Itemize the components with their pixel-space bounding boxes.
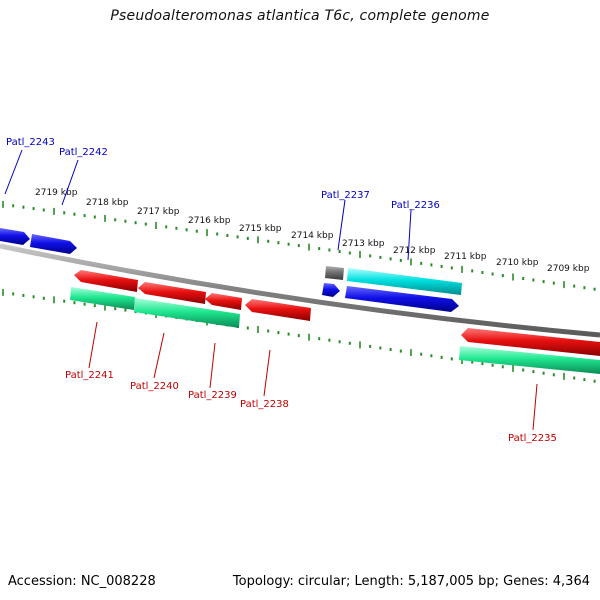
label-leaders <box>4 149 538 431</box>
reverse-strand-features <box>70 270 600 374</box>
leader-patl-2242 <box>61 159 79 206</box>
scale-label-2711: 2711 kbp <box>444 252 487 262</box>
cds-bar-patl-2236[interactable] <box>347 268 462 295</box>
scale-label-2713: 2713 kbp <box>342 239 385 249</box>
leader-patl-2239 <box>209 342 216 389</box>
map-title: Pseudoalteromonas atlantica T6c, complet… <box>110 8 490 24</box>
leader-patl-2236 <box>407 209 412 261</box>
leader-patl-2237 <box>337 199 346 251</box>
leader-patl-2240 <box>153 332 165 379</box>
gene-arrow-patl-2240[interactable] <box>138 282 206 304</box>
gene-arrow-patl-2243[interactable] <box>0 228 30 245</box>
scale-label-2709: 2709 kbp <box>547 264 590 274</box>
topology-text: Topology: circular; Length: 5,187,005 bp… <box>232 574 590 589</box>
cds-bar-patl-2241[interactable] <box>70 287 135 310</box>
label-patl-2238[interactable]: Patl_2238 <box>240 399 289 410</box>
label-patl-2236[interactable]: Patl_2236 <box>391 200 440 211</box>
label-patl-2242[interactable]: Patl_2242 <box>59 147 108 158</box>
gene-arrow-patl-2237[interactable] <box>322 283 340 297</box>
label-patl-2237[interactable]: Patl_2237 <box>321 190 370 201</box>
label-patl-2241[interactable]: Patl_2241 <box>65 370 114 381</box>
scale-labels: 2719 kbp 2718 kbp 2717 kbp 2716 kbp 2715… <box>35 188 590 274</box>
gene-arrow-patl-2238[interactable] <box>245 299 311 321</box>
scale-label-2716: 2716 kbp <box>188 216 231 226</box>
gene-arrow-patl-2242[interactable] <box>30 234 77 254</box>
scale-label-2715: 2715 kbp <box>239 224 282 234</box>
gene-arrow-patl-2236[interactable] <box>345 286 459 312</box>
scale-label-2719: 2719 kbp <box>35 188 78 198</box>
leader-patl-2243 <box>4 149 23 195</box>
accession-text: Accession: NC_008228 <box>8 574 156 589</box>
leader-patl-2241 <box>88 321 98 369</box>
label-patl-2240[interactable]: Patl_2240 <box>130 381 179 392</box>
feature-box-gray[interactable] <box>325 266 344 280</box>
scale-label-2712: 2712 kbp <box>393 246 436 256</box>
leader-patl-2235 <box>532 383 538 431</box>
gene-arrow-patl-2235[interactable] <box>461 328 600 356</box>
scale-label-2717: 2717 kbp <box>137 207 180 217</box>
forward-strand-features <box>0 228 462 312</box>
scale-label-2718: 2718 kbp <box>86 198 129 208</box>
gene-arrow-patl-2239[interactable] <box>205 293 242 310</box>
genome-backbone <box>0 243 600 338</box>
label-patl-2243[interactable]: Patl_2243 <box>6 137 55 148</box>
scale-label-2714: 2714 kbp <box>291 231 334 241</box>
label-patl-2239[interactable]: Patl_2239 <box>188 390 237 401</box>
scale-label-2710: 2710 kbp <box>496 258 539 268</box>
upper-scale-ticks <box>2 200 596 291</box>
gene-arrow-patl-2241[interactable] <box>74 270 138 292</box>
gene-labels: Patl_2243 Patl_2242 Patl_2237 Patl_2236 … <box>6 137 557 444</box>
label-patl-2235[interactable]: Patl_2235 <box>508 433 557 444</box>
cds-bar-patl-2235[interactable] <box>459 346 600 374</box>
leader-patl-2238 <box>263 349 271 397</box>
cds-bar-patl-2240[interactable] <box>134 298 240 328</box>
